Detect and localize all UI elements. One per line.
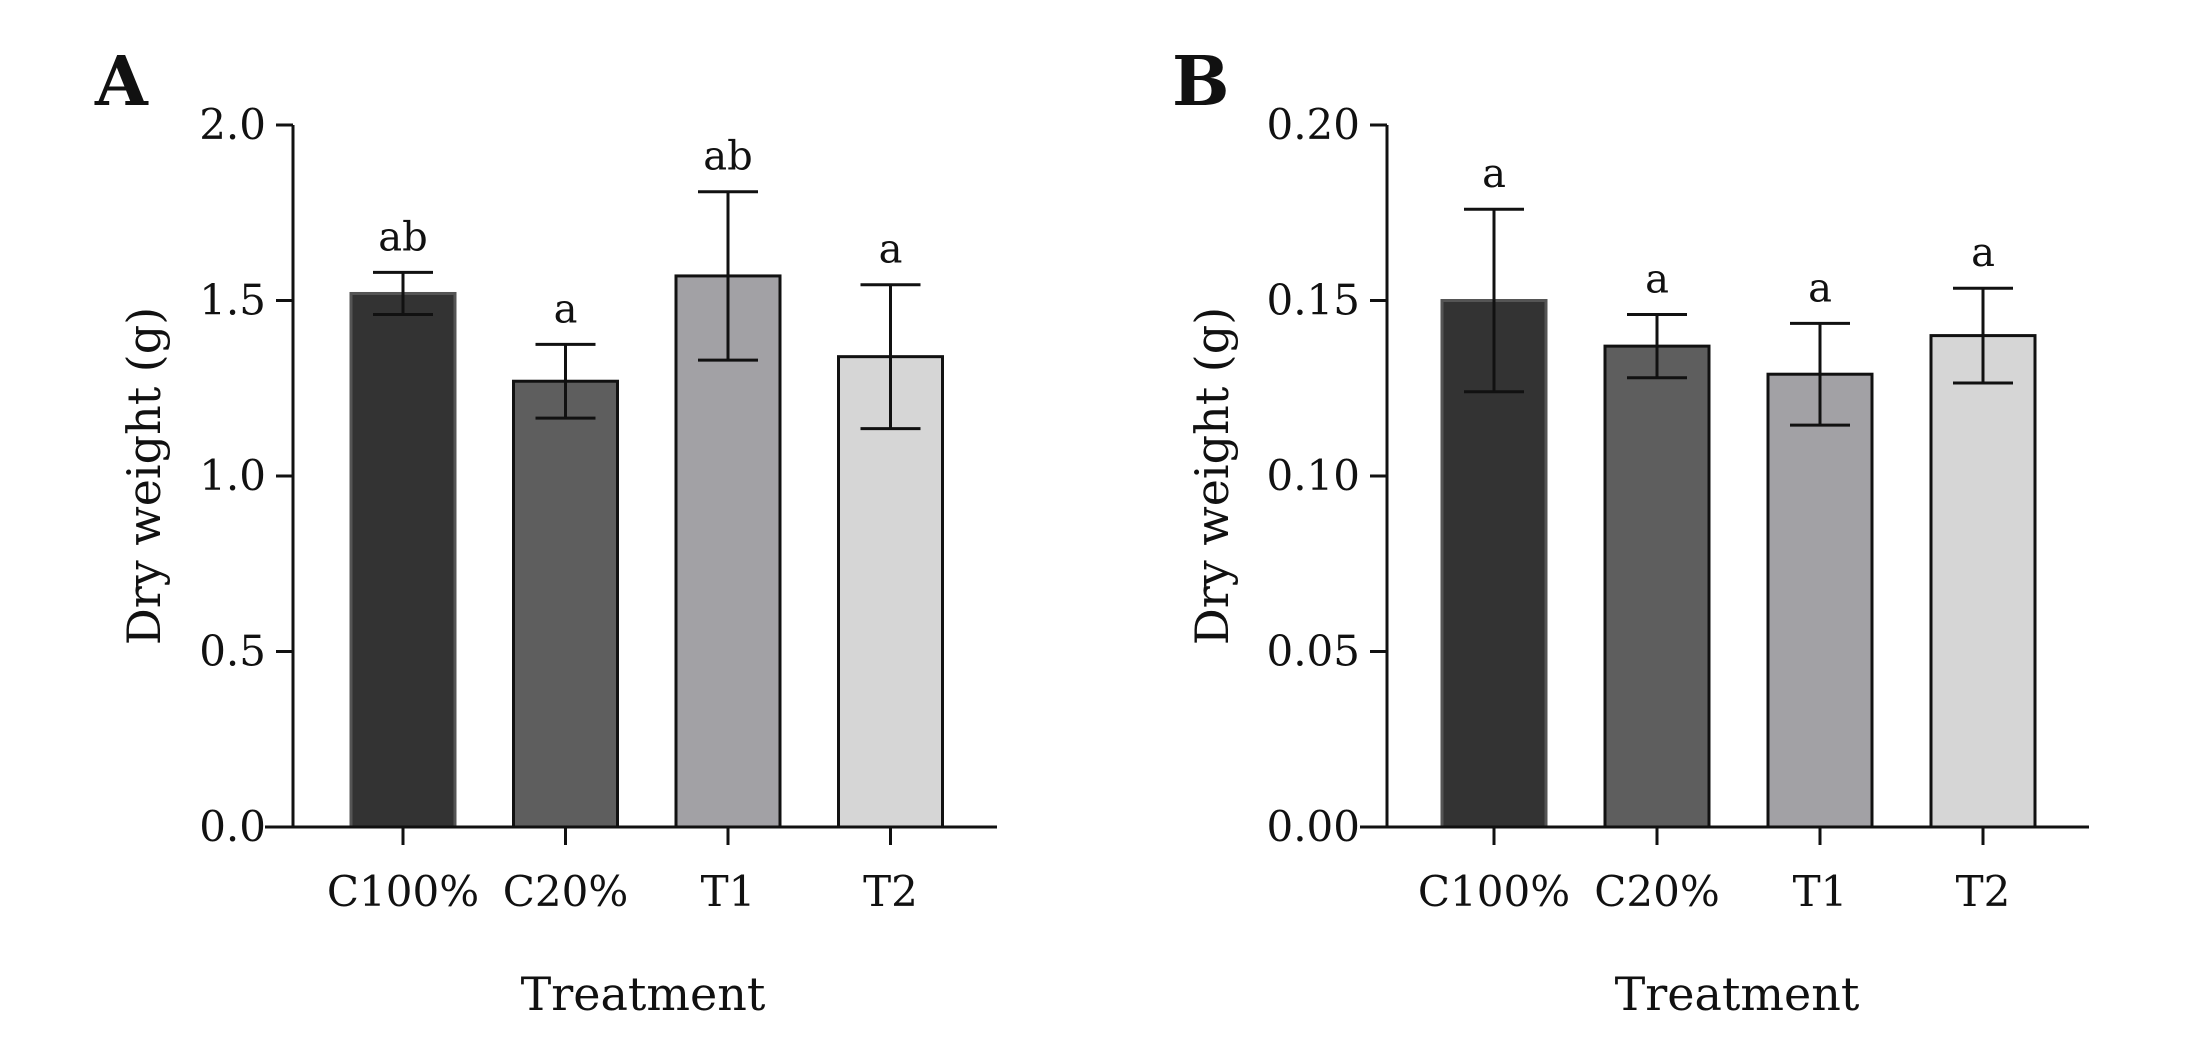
error-bar [1627, 313, 1687, 380]
significance-label: a [1645, 257, 1669, 303]
x-tick-label: C20% [1594, 867, 1720, 916]
x-tick-label: C100% [327, 867, 479, 916]
y-tick-label: 0.05 [1266, 627, 1360, 676]
panel-b: B a a a a 0.00 0.05 0.10 0.15 0.20 C100% C20% T1 T2… [1172, 42, 2089, 1021]
bar-t1 [1766, 372, 1874, 829]
y-tick-label: 0.00 [1266, 802, 1360, 851]
significance-label: a [1482, 151, 1506, 197]
significance-label: a [554, 286, 578, 332]
panel-letter-a: A [94, 42, 149, 122]
panel-a: A ab a ab a 0.0 0.5 1.0 1.5 2.0 C100% C20% T1 T2 Tr… [94, 42, 997, 1021]
x-tick-label: T2 [863, 867, 918, 916]
significance-label: ab [703, 134, 752, 180]
y-tick-label: 0.5 [199, 627, 266, 676]
y-tick-label: 0.10 [1266, 451, 1360, 500]
significance-label: ab [378, 214, 427, 260]
x-axis-title: Treatment [1615, 967, 1860, 1021]
error-bar [373, 270, 433, 317]
bar-c20-pct [1603, 344, 1711, 829]
error-bar [1464, 207, 1524, 394]
x-tick-label: C100% [1418, 867, 1570, 916]
panel-letter-b: B [1172, 42, 1229, 122]
x-tick-label: T1 [1793, 867, 1848, 916]
x-axis-title: Treatment [521, 967, 766, 1021]
error-bar [860, 283, 921, 431]
y-tick-label: 1.0 [199, 451, 266, 500]
bar-c20-pct [512, 379, 619, 829]
significance-label: a [1971, 230, 1995, 276]
x-tick-label: C20% [503, 867, 629, 916]
y-tick-label: 2.0 [199, 100, 266, 149]
x-tick-label: T1 [701, 867, 756, 916]
y-axis-title: Dry weight (g) [117, 307, 171, 645]
y-tick-label: 1.5 [199, 276, 266, 325]
y-axis-title: Dry weight (g) [1185, 307, 1239, 645]
y-tick-label: 0.15 [1266, 276, 1360, 325]
x-tick-label: T2 [1956, 867, 2011, 916]
bar-t1 [674, 274, 782, 829]
y-tick-label: 0.0 [199, 802, 266, 851]
bar-c100-pct [349, 291, 457, 829]
error-bar [535, 342, 596, 420]
significance-label: a [879, 227, 903, 273]
bar-t2 [1929, 334, 2037, 829]
error-bar [1790, 321, 1850, 427]
error-bar [1953, 286, 2013, 385]
y-tick-label: 0.20 [1266, 100, 1360, 149]
error-bar [698, 190, 758, 362]
bar-t2 [837, 355, 944, 829]
significance-label: a [1808, 265, 1832, 311]
